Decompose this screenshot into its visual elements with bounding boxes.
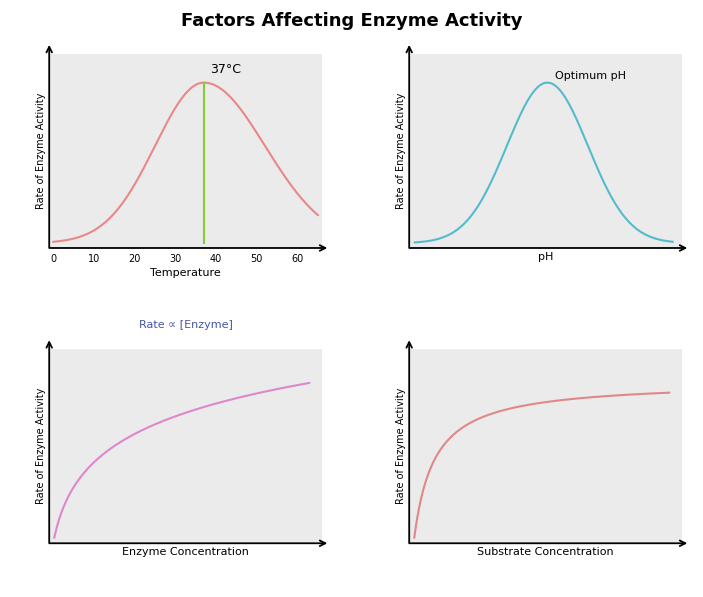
Text: Optimum pH: Optimum pH (555, 71, 626, 81)
Text: 37°C: 37°C (210, 63, 241, 76)
Text: Rate ∝ [Enzyme]: Rate ∝ [Enzyme] (138, 319, 233, 330)
X-axis label: Temperature: Temperature (150, 267, 221, 278)
Text: Factors Affecting Enzyme Activity: Factors Affecting Enzyme Activity (181, 12, 522, 30)
Y-axis label: Rate of Enzyme Activity: Rate of Enzyme Activity (37, 93, 46, 209)
Y-axis label: Rate of Enzyme Activity: Rate of Enzyme Activity (396, 388, 406, 504)
X-axis label: Enzyme Concentration: Enzyme Concentration (122, 547, 249, 558)
Y-axis label: Rate of Enzyme Activity: Rate of Enzyme Activity (37, 388, 46, 504)
Y-axis label: Rate of Enzyme Activity: Rate of Enzyme Activity (396, 93, 406, 209)
X-axis label: pH: pH (538, 252, 553, 262)
X-axis label: Substrate Concentration: Substrate Concentration (477, 547, 614, 558)
